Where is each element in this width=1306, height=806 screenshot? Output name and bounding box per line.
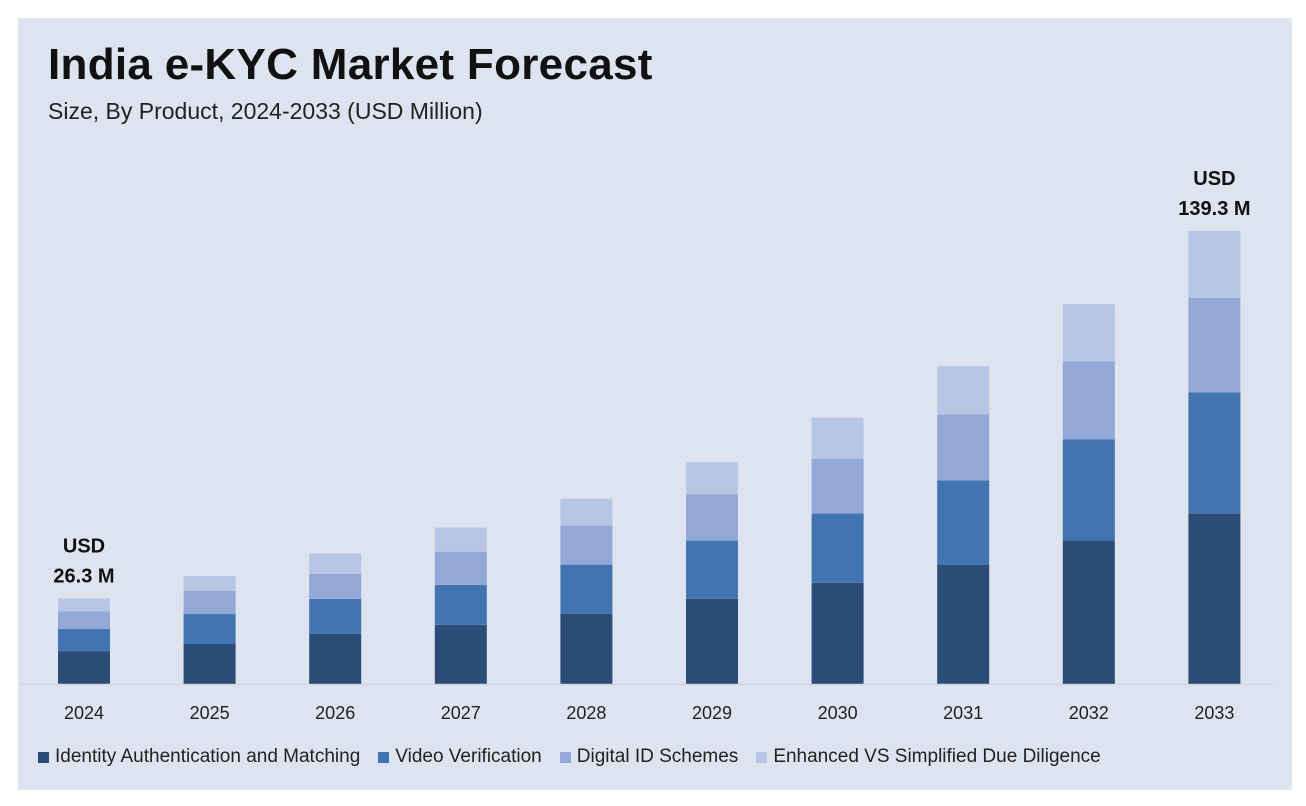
legend: Identity Authentication and Matching Vide… [38,746,1101,768]
bar-segment-2026-3 [309,553,362,574]
legend-swatch [378,751,390,763]
bar-segment-2025-3 [183,576,236,591]
bar-segment-2026-0 [309,633,362,684]
bar-segment-2024-0 [58,651,110,684]
x-tick-label: 2030 [818,703,858,723]
bar-segment-2033-3 [1188,231,1241,298]
x-tick-label: 2028 [566,703,606,723]
legend-item: Identity Authentication and Matching [38,746,360,768]
bar-segment-2031-2 [937,414,990,481]
bar-segment-2032-2 [1062,361,1115,440]
bar-segment-2026-1 [309,598,362,634]
bar-segment-2030-0 [811,582,864,684]
bar-segment-2027-0 [434,624,487,684]
bar-segment-2025-2 [183,590,236,615]
bar-segment-2027-1 [434,584,487,625]
bar-segment-2025-0 [183,644,236,684]
total-label-value: 26.3 M [53,565,114,587]
bar-segment-2031-1 [937,480,990,565]
x-tick-label: 2026 [315,703,355,723]
bar-segment-2031-3 [937,366,990,415]
legend-label: Enhanced VS Simplified Due Diligence [773,746,1101,767]
chart-card: India e-KYC Market Forecast Size, By Pro… [18,18,1292,790]
bar-segment-2032-1 [1062,439,1115,541]
legend-item: Digital ID Schemes [559,746,739,768]
bar-segment-2030-2 [811,458,864,514]
total-label-value: 139.3 M [1178,198,1250,220]
legend-swatch [38,751,49,763]
total-label-currency: USD [1193,168,1235,190]
bar-segment-2033-1 [1188,392,1241,514]
bar-segment-2024-3 [58,598,110,612]
bar-segment-2028-2 [560,525,613,565]
x-tick-label: 2033 [1194,703,1234,723]
bar-segment-2029-3 [686,462,738,495]
bar-segment-2033-0 [1188,513,1241,684]
legend-swatch [559,751,571,763]
plot-area: 2024 USD 26.3 M 2025 2026 2027 2028 2029 2030 203… [20,168,1274,723]
bar-segment-2031-0 [937,564,990,684]
bar-segment-2024-2 [58,611,110,630]
x-tick-label: 2027 [441,703,481,723]
bar-segment-2028-1 [560,564,613,614]
legend-label: Digital ID Schemes [576,746,739,767]
chart-subtitle: Size, By Product, 2024-2033 (USD Million… [48,98,483,124]
legend-swatch [756,751,768,763]
bar-segment-2029-1 [686,540,738,599]
bar-segment-2027-2 [434,551,487,585]
bar-segment-2024-1 [58,629,110,652]
bar-segment-2030-1 [811,513,864,583]
bar-segment-2025-1 [183,614,236,645]
bar-segment-2030-3 [811,417,864,459]
bar-segment-2028-3 [560,498,613,526]
bar-segment-2033-2 [1188,297,1241,393]
bar-segment-2027-3 [434,527,487,552]
chart-title: India e-KYC Market Forecast [48,40,653,89]
bar-segment-2028-0 [560,613,613,684]
legend-label: Identity Authentication and Matching [55,746,361,767]
total-label-currency: USD [63,535,105,557]
x-tick-label: 2032 [1069,703,1109,723]
bar-segment-2026-2 [309,573,362,599]
bar-segment-2029-2 [686,494,738,541]
x-tick-label: 2025 [190,703,230,723]
legend-item: Enhanced VS Simplified Due Diligence [756,746,1101,768]
bar-segment-2032-0 [1062,540,1115,684]
x-tick-label: 2031 [943,703,983,723]
x-tick-label: 2029 [692,703,732,723]
legend-label: Video Verification [395,746,542,767]
bar-segment-2029-0 [686,598,738,684]
legend-item: Video Verification [378,746,542,768]
bar-segment-2032-3 [1062,304,1115,362]
x-tick-label: 2024 [64,703,104,723]
